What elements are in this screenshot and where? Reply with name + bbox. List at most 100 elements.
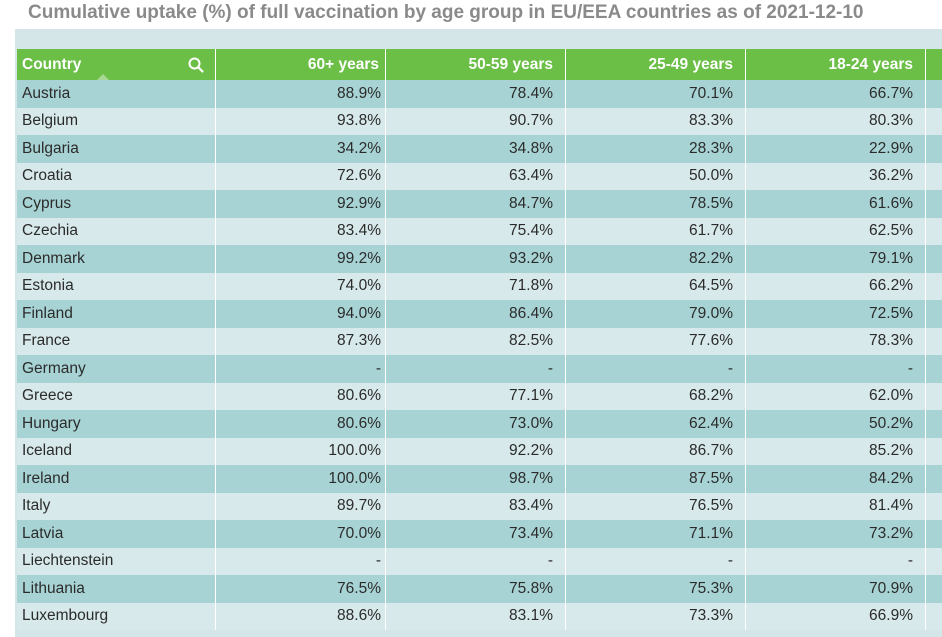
cell-18-24: 80.3% — [746, 107, 926, 135]
column-header-50-59[interactable]: 50-59 years — [386, 49, 566, 80]
cell-overflow — [926, 80, 942, 108]
sort-up-icon — [97, 74, 109, 80]
cell-18-24: 62.5% — [746, 217, 926, 245]
column-header-25-49[interactable]: 25-49 years — [566, 49, 746, 80]
cell-overflow — [926, 492, 942, 520]
cell-overflow — [926, 107, 942, 135]
cell-18-24: 84.2% — [746, 465, 926, 493]
cell-18-24: 62.0% — [746, 382, 926, 410]
cell-18-24: 66.7% — [746, 80, 926, 108]
table-row: Austria 88.9% 78.4% 70.1% 66.7% — [17, 80, 942, 108]
cell-60plus: 88.6% — [216, 602, 386, 630]
cell-25-49: 62.4% — [566, 410, 746, 438]
column-header-country[interactable]: Country — [17, 49, 216, 80]
cell-60plus: 89.7% — [216, 492, 386, 520]
cell-25-49: 83.3% — [566, 107, 746, 135]
cell-25-49: - — [566, 547, 746, 575]
cell-60plus: - — [216, 355, 386, 383]
cell-50-59: 73.4% — [386, 520, 566, 548]
cell-overflow — [926, 162, 942, 190]
cell-60plus: 93.8% — [216, 107, 386, 135]
cell-25-49: 82.2% — [566, 245, 746, 273]
cell-25-49: 86.7% — [566, 437, 746, 465]
cell-25-49: 28.3% — [566, 135, 746, 163]
cell-25-49: 70.1% — [566, 80, 746, 108]
table-row: Lithuania 76.5% 75.8% 75.3% 70.9% — [17, 575, 942, 603]
column-header-60plus[interactable]: 60+ years — [216, 49, 386, 80]
cell-25-49: 61.7% — [566, 217, 746, 245]
table-row: Liechtenstein - - - - — [17, 547, 942, 575]
cell-overflow — [926, 382, 942, 410]
table-row: Cyprus 92.9% 84.7% 78.5% 61.6% — [17, 190, 942, 218]
table-row: Italy 89.7% 83.4% 76.5% 81.4% — [17, 492, 942, 520]
cell-country: Greece — [17, 382, 216, 410]
cell-overflow — [926, 300, 942, 328]
cell-50-59: 63.4% — [386, 162, 566, 190]
cell-country: Cyprus — [17, 190, 216, 218]
cell-50-59: 71.8% — [386, 272, 566, 300]
search-icon[interactable] — [187, 56, 205, 74]
cell-25-49: 68.2% — [566, 382, 746, 410]
table-row: Finland 94.0% 86.4% 79.0% 72.5% — [17, 300, 942, 328]
cell-60plus: 34.2% — [216, 135, 386, 163]
cell-18-24: 70.9% — [746, 575, 926, 603]
cell-50-59: 75.4% — [386, 217, 566, 245]
cell-60plus: 99.2% — [216, 245, 386, 273]
table-row: Czechia 83.4% 75.4% 61.7% 62.5% — [17, 217, 942, 245]
column-header-label: Country — [22, 55, 82, 73]
cell-18-24: 79.1% — [746, 245, 926, 273]
cell-18-24: 66.2% — [746, 272, 926, 300]
table-row: France 87.3% 82.5% 77.6% 78.3% — [17, 327, 942, 355]
cell-50-59: - — [386, 355, 566, 383]
cell-country: Finland — [17, 300, 216, 328]
cell-overflow — [926, 272, 942, 300]
cell-18-24: 73.2% — [746, 520, 926, 548]
cell-50-59: 83.4% — [386, 492, 566, 520]
cell-60plus: - — [216, 547, 386, 575]
cell-50-59: 82.5% — [386, 327, 566, 355]
cell-country: Iceland — [17, 437, 216, 465]
cell-country: Lithuania — [17, 575, 216, 603]
cell-50-59: 34.8% — [386, 135, 566, 163]
table-row: Estonia 74.0% 71.8% 64.5% 66.2% — [17, 272, 942, 300]
cell-25-49: 76.5% — [566, 492, 746, 520]
cell-country: Italy — [17, 492, 216, 520]
cell-18-24: 81.4% — [746, 492, 926, 520]
cell-60plus: 74.0% — [216, 272, 386, 300]
column-header-overflow — [926, 49, 942, 80]
cell-25-49: 50.0% — [566, 162, 746, 190]
cell-60plus: 87.3% — [216, 327, 386, 355]
cell-overflow — [926, 245, 942, 273]
cell-18-24: 85.2% — [746, 437, 926, 465]
table-row: Denmark 99.2% 93.2% 82.2% 79.1% — [17, 245, 942, 273]
cell-overflow — [926, 410, 942, 438]
column-header-18-24[interactable]: 18-24 years — [746, 49, 926, 80]
cell-country: Croatia — [17, 162, 216, 190]
cell-overflow — [926, 437, 942, 465]
cell-50-59: 84.7% — [386, 190, 566, 218]
cell-overflow — [926, 520, 942, 548]
cell-50-59: 78.4% — [386, 80, 566, 108]
cell-18-24: 66.9% — [746, 602, 926, 630]
cell-country: Belgium — [17, 107, 216, 135]
cell-50-59: 77.1% — [386, 382, 566, 410]
cell-overflow — [926, 355, 942, 383]
cell-18-24: - — [746, 355, 926, 383]
cell-25-49: 71.1% — [566, 520, 746, 548]
table-row: Croatia 72.6% 63.4% 50.0% 36.2% — [17, 162, 942, 190]
cell-overflow — [926, 327, 942, 355]
cell-60plus: 100.0% — [216, 437, 386, 465]
cell-18-24: 78.3% — [746, 327, 926, 355]
cell-50-59: 75.8% — [386, 575, 566, 603]
cell-overflow — [926, 547, 942, 575]
cell-25-49: 75.3% — [566, 575, 746, 603]
cell-60plus: 88.9% — [216, 80, 386, 108]
cell-50-59: 73.0% — [386, 410, 566, 438]
cell-18-24: - — [746, 547, 926, 575]
table-body: Austria 88.9% 78.4% 70.1% 66.7% Belgium 93.8% 9… — [17, 80, 942, 630]
cell-country: Estonia — [17, 272, 216, 300]
cell-25-49: - — [566, 355, 746, 383]
cell-50-59: 93.2% — [386, 245, 566, 273]
cell-18-24: 22.9% — [746, 135, 926, 163]
cell-overflow — [926, 190, 942, 218]
